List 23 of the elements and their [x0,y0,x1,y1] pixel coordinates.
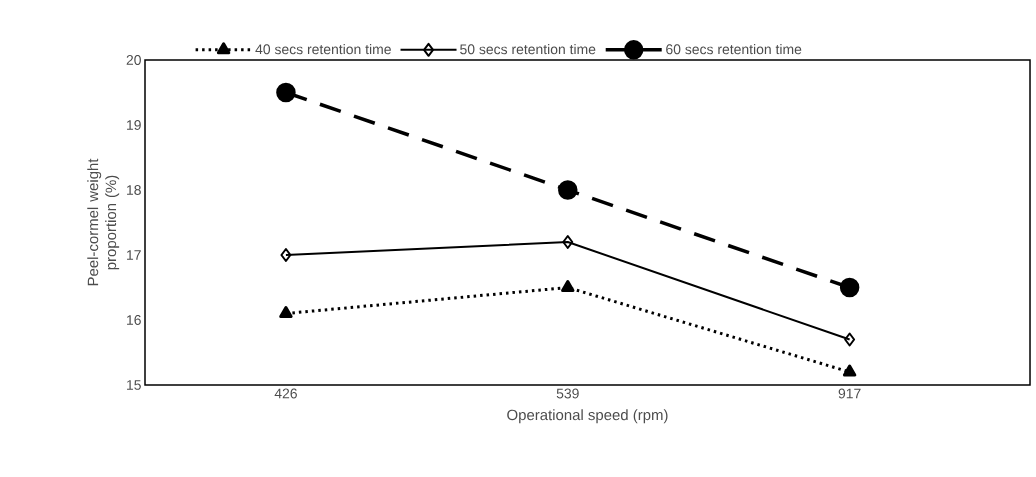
point [280,248,292,262]
x-tick-label: 426 [274,388,297,399]
y-tick-label: 16 [127,315,141,325]
x-tick-label: 539 [556,388,579,399]
x-tick-label: 917 [838,388,861,399]
point [844,332,856,347]
point [842,364,857,377]
point [561,280,575,292]
y-tick-label: 19 [127,120,141,130]
y-axis-title: Peel-cormel weight proportion (%) [87,158,120,286]
point [558,180,578,200]
legend-label: 60 secs retention time [666,44,802,55]
point [839,277,860,298]
y-tick-label: 17 [127,250,141,260]
legend-label: 40 secs retention time [255,44,391,55]
legend-label: 50 secs retention time [460,44,596,55]
point [279,306,293,318]
y-tick-label: 15 [127,380,141,390]
y-tick-label: 20 [126,55,141,65]
point [276,82,296,103]
x-axis-title: Operational speed (rpm) [507,409,668,424]
point [562,235,574,249]
y-tick-label: 18 [127,185,141,195]
